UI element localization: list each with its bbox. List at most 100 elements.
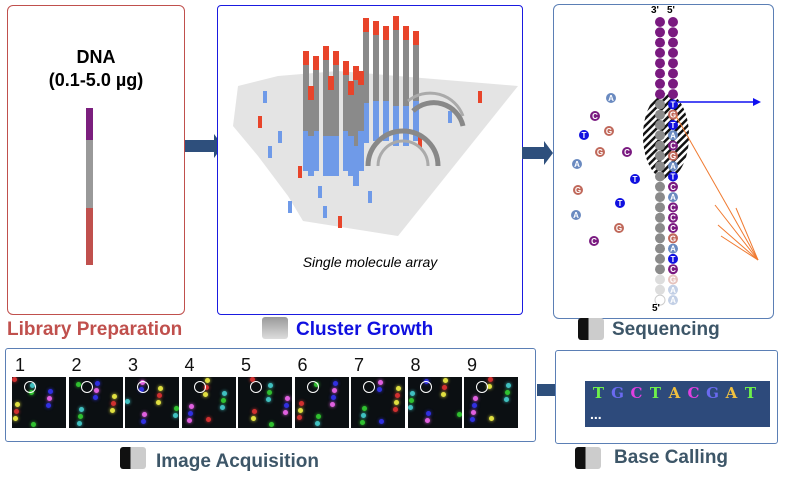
surface-oligo xyxy=(368,191,372,203)
cluster-strand xyxy=(308,86,314,176)
nucleotide-letter: C xyxy=(591,237,597,246)
tracked-cluster-circle xyxy=(476,381,488,393)
surface-oligo xyxy=(258,116,262,128)
incorporated-nucleotide xyxy=(668,264,678,275)
instrument-icon xyxy=(578,318,604,340)
cluster-spot xyxy=(472,403,477,408)
cluster-strand xyxy=(348,81,354,176)
cluster-spot xyxy=(15,402,20,407)
cluster-spot xyxy=(315,414,321,419)
primer-nucleotide xyxy=(668,47,678,58)
cluster-spot xyxy=(314,421,320,426)
polymerase-shape xyxy=(643,93,689,179)
nucleotide-letter: A xyxy=(670,193,676,202)
nucleotide-letter: T xyxy=(582,131,587,140)
nucleotide-letter: C xyxy=(670,142,676,151)
called-base: T xyxy=(649,384,662,402)
incorporated-nucleotide xyxy=(668,274,678,285)
incorporated-nucleotide xyxy=(668,202,678,213)
free-nucleotide xyxy=(614,223,624,233)
dna-amount: (0.1-5.0 µg) xyxy=(48,70,144,90)
free-nucleotide xyxy=(579,130,589,140)
primer-nucleotide xyxy=(668,89,678,100)
incorporated-nucleotide xyxy=(668,109,678,120)
surface-oligo xyxy=(338,216,342,228)
cluster-spot xyxy=(48,389,53,394)
nucleotide-letter: T xyxy=(618,199,623,208)
strand-base xyxy=(333,136,339,176)
nucleotide-letter: A xyxy=(574,160,580,169)
cluster-spot xyxy=(31,422,36,427)
called-base: C xyxy=(687,384,700,402)
nucleotide-letter: C xyxy=(670,224,676,233)
cluster-spot xyxy=(396,386,401,391)
template-nucleotide xyxy=(655,181,665,192)
free-nucleotide xyxy=(615,198,625,208)
cluster-image-frame xyxy=(294,377,349,428)
surface-oligo xyxy=(478,91,482,103)
nucleotide-letter: G xyxy=(606,127,612,136)
cluster-spot xyxy=(442,378,448,383)
cluster-spot xyxy=(505,390,510,395)
cluster-spot xyxy=(489,416,494,421)
cluster-spot xyxy=(362,406,367,411)
cluster-spot xyxy=(205,417,211,422)
free-nucleotide xyxy=(572,159,582,169)
cluster-spot xyxy=(111,394,117,399)
base-calling-label: Base Calling xyxy=(614,447,729,468)
incorporated-nucleotide xyxy=(668,150,678,161)
strand-end-5prime-bottom: 5' xyxy=(652,303,660,314)
tracked-cluster-circle xyxy=(419,381,432,393)
incorporated-nucleotide xyxy=(668,120,678,130)
free-nucleotide xyxy=(571,210,581,220)
cluster-spot xyxy=(395,393,400,398)
nucleotide-letter: T xyxy=(671,173,676,182)
cluster-spot xyxy=(76,421,82,426)
cluster-spot xyxy=(329,402,335,407)
cluster-spot xyxy=(46,403,51,408)
library-preparation-panel xyxy=(7,5,185,315)
nucleotide-letter: C xyxy=(624,148,630,157)
cluster-spot xyxy=(285,396,290,401)
strand-cap xyxy=(308,86,314,100)
cluster-spot xyxy=(93,388,99,393)
cluster-spot xyxy=(330,395,336,400)
cluster-image-frame xyxy=(12,377,66,428)
cluster-strand xyxy=(403,26,409,146)
strand-cap xyxy=(353,66,359,80)
nucleotide-letter: A xyxy=(670,162,676,171)
frame-number: 8 xyxy=(410,355,421,375)
arrow-icon xyxy=(185,134,223,158)
primer-nucleotide xyxy=(668,58,678,69)
template-nucleotide xyxy=(655,99,665,110)
cluster-spot xyxy=(284,403,289,408)
free-nucleotide xyxy=(622,147,632,157)
cluster-spot xyxy=(202,392,208,397)
cluster-image-frame xyxy=(407,377,462,428)
template-nucleotide xyxy=(654,294,666,306)
cluster-spot xyxy=(361,413,366,418)
primer-nucleotide xyxy=(668,27,678,38)
frame-number: 7 xyxy=(354,355,365,375)
strand-cap xyxy=(403,26,409,40)
template-nucleotide xyxy=(655,150,665,161)
cluster-spot xyxy=(298,401,304,406)
template-nucleotide xyxy=(655,78,665,89)
surface-oligo xyxy=(323,206,327,218)
called-base: T xyxy=(744,384,757,402)
cluster-image-frame xyxy=(125,377,179,428)
surface-oligo xyxy=(263,91,267,103)
strand-base xyxy=(328,136,334,176)
incorporated-nucleotide xyxy=(668,284,678,295)
called-base: T xyxy=(592,384,605,402)
nucleotide-letter: C xyxy=(670,183,676,192)
cluster-spot xyxy=(296,415,302,420)
strand-cap xyxy=(393,16,399,30)
nucleotide-letter: C xyxy=(670,265,676,274)
bridge-arc xyxy=(407,91,465,117)
cluster-spot xyxy=(156,400,161,405)
template-nucleotide xyxy=(655,68,665,79)
template-nucleotide xyxy=(655,264,665,275)
